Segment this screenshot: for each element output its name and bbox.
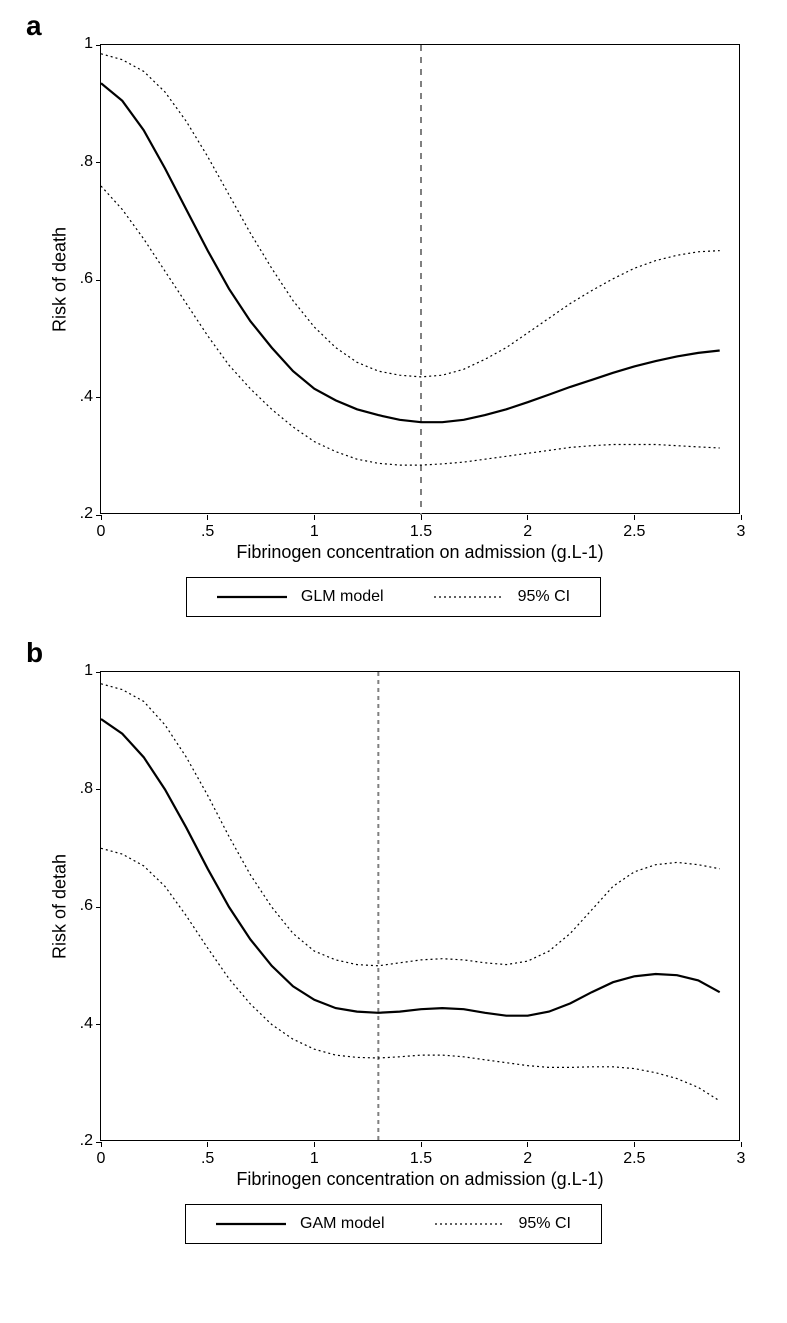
ytick-mark <box>96 397 101 398</box>
legend-a-label-model: GLM model <box>301 588 384 606</box>
legend-a-label-ci: 95% CI <box>518 588 570 606</box>
ytick-mark <box>96 45 101 46</box>
xtick-label: .5 <box>188 523 228 541</box>
ytick-label: 1 <box>65 662 93 680</box>
legend-b-item-ci: 95% CI <box>435 1215 571 1233</box>
ytick-label: 1 <box>65 35 93 53</box>
legend-a-item-ci: 95% CI <box>434 588 570 606</box>
series-line <box>101 54 720 377</box>
ytick-mark <box>96 907 101 908</box>
xtick-label: 3 <box>721 523 761 541</box>
xtick-mark <box>207 515 208 520</box>
legend-b-swatch-ci <box>435 1217 505 1231</box>
chart-b-plot: .2.4.6.810.511.522.53 <box>100 671 740 1141</box>
panel-a: a .2.4.6.810.511.522.53 Risk of death Fi… <box>20 10 767 617</box>
xtick-label: 0 <box>81 523 121 541</box>
xtick-label: 1.5 <box>401 523 441 541</box>
chart-a-ylabel: Risk of death <box>50 160 71 400</box>
chart-b-svg <box>101 672 741 1142</box>
xtick-mark <box>634 515 635 520</box>
xtick-mark <box>741 515 742 520</box>
xtick-mark <box>207 1142 208 1147</box>
xtick-label: 1 <box>294 523 334 541</box>
panel-letter-a: a <box>26 10 767 42</box>
legend-a-item-model: GLM model <box>217 588 384 606</box>
xtick-mark <box>527 1142 528 1147</box>
chart-a-svg <box>101 45 741 515</box>
xtick-label: 1 <box>294 1150 334 1168</box>
xtick-label: 2 <box>508 1150 548 1168</box>
series-line <box>101 848 720 1101</box>
series-line <box>101 186 720 465</box>
ytick-mark <box>96 280 101 281</box>
legend-a-swatch-model <box>217 590 287 604</box>
xtick-label: 1.5 <box>401 1150 441 1168</box>
xtick-mark <box>527 515 528 520</box>
ytick-label: .2 <box>65 1132 93 1150</box>
xtick-label: 3 <box>721 1150 761 1168</box>
legend-b-swatch-model <box>216 1217 286 1231</box>
xtick-label: 0 <box>81 1150 121 1168</box>
xtick-mark <box>314 1142 315 1147</box>
xtick-mark <box>421 1142 422 1147</box>
panel-b: b .2.4.6.810.511.522.53 Risk of detah Fi… <box>20 637 767 1244</box>
ytick-mark <box>96 1024 101 1025</box>
ytick-mark <box>96 672 101 673</box>
chart-b-ylabel: Risk of detah <box>50 787 71 1027</box>
xtick-mark <box>741 1142 742 1147</box>
chart-b-xlabel: Fibrinogen concentration on admission (g… <box>100 1169 740 1190</box>
series-line <box>101 684 720 966</box>
xtick-label: 2 <box>508 523 548 541</box>
ytick-label: .2 <box>65 505 93 523</box>
chart-a-xlabel: Fibrinogen concentration on admission (g… <box>100 542 740 563</box>
ytick-mark <box>96 162 101 163</box>
xtick-mark <box>101 515 102 520</box>
chart-b-legend: GAM model 95% CI <box>185 1204 602 1244</box>
legend-b-label-model: GAM model <box>300 1215 384 1233</box>
xtick-mark <box>634 1142 635 1147</box>
legend-b-item-model: GAM model <box>216 1215 384 1233</box>
figure-page: a .2.4.6.810.511.522.53 Risk of death Fi… <box>0 0 787 1284</box>
ytick-mark <box>96 789 101 790</box>
xtick-label: 2.5 <box>614 1150 654 1168</box>
series-line <box>101 719 720 1016</box>
legend-a-swatch-ci <box>434 590 504 604</box>
panel-letter-b: b <box>26 637 767 669</box>
chart-a-legend: GLM model 95% CI <box>186 577 601 617</box>
xtick-label: 2.5 <box>614 523 654 541</box>
xtick-label: .5 <box>188 1150 228 1168</box>
legend-b-label-ci: 95% CI <box>519 1215 571 1233</box>
chart-a-plot: .2.4.6.810.511.522.53 <box>100 44 740 514</box>
xtick-mark <box>101 1142 102 1147</box>
xtick-mark <box>314 515 315 520</box>
series-line <box>101 83 720 422</box>
xtick-mark <box>421 515 422 520</box>
